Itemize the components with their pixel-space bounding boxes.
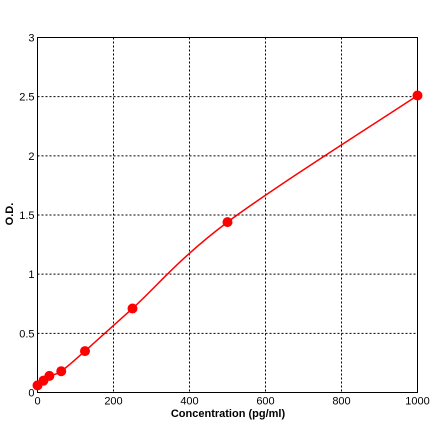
x-tick-label: 0 xyxy=(34,396,40,408)
y-tick-label: 2 xyxy=(28,151,34,163)
y-tick-label: 3 xyxy=(28,33,34,45)
data-point xyxy=(44,370,55,381)
axis-tick-labels: 0 200 400 600 800 1000 0 0.5 1 1.5 2 2.5 3 xyxy=(19,33,430,408)
y-axis-title: O.D. xyxy=(4,203,16,226)
x-tick-label: 200 xyxy=(104,396,122,408)
series-line xyxy=(37,94,418,386)
data-point xyxy=(412,90,423,101)
x-tick-label: 800 xyxy=(332,396,350,408)
grid-lines xyxy=(37,37,418,393)
y-tick-label: 0 xyxy=(28,388,34,400)
x-axis-title: Concentration (pg/ml) xyxy=(171,408,286,420)
plot-frame xyxy=(37,37,418,393)
x-tick-label: 1000 xyxy=(405,396,429,408)
x-tick-label: 400 xyxy=(180,396,198,408)
y-tick-label: 2.5 xyxy=(19,92,34,104)
data-point xyxy=(56,366,67,377)
y-tick-label: 1.5 xyxy=(19,210,34,222)
x-tick-label: 600 xyxy=(256,396,274,408)
data-point xyxy=(222,217,233,228)
y-tick-label: 0.5 xyxy=(19,328,34,340)
data-series xyxy=(32,90,423,391)
data-point xyxy=(80,346,90,357)
y-tick-label: 1 xyxy=(28,269,34,281)
data-point xyxy=(127,303,138,314)
